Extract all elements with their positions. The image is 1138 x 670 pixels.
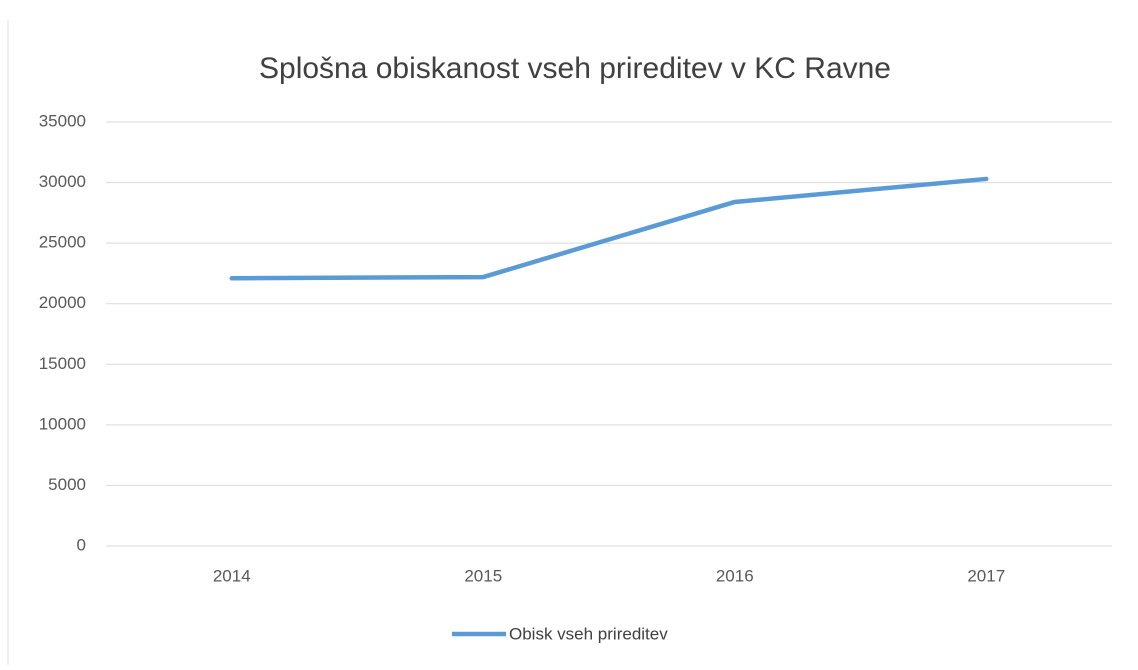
x-tick-label: 2014 [213, 566, 251, 585]
y-tick-label: 5000 [48, 475, 86, 494]
y-tick-label: 25000 [39, 233, 86, 252]
legend-label: Obisk vseh prireditev [509, 624, 668, 643]
x-tick-label: 2015 [464, 566, 502, 585]
chart-title: Splošna obiskanost vseh prireditev v KC … [259, 52, 891, 85]
y-tick-label: 30000 [39, 172, 86, 191]
y-tick-label: 15000 [39, 354, 86, 373]
y-tick-label: 10000 [39, 414, 86, 433]
data-line [229, 176, 989, 281]
x-tick-label: 2017 [967, 566, 1005, 585]
x-tick-label: 2016 [716, 566, 754, 585]
y-tick-label: 0 [77, 535, 86, 554]
y-tick-label: 20000 [39, 293, 86, 312]
y-tick-label: 35000 [39, 111, 86, 130]
